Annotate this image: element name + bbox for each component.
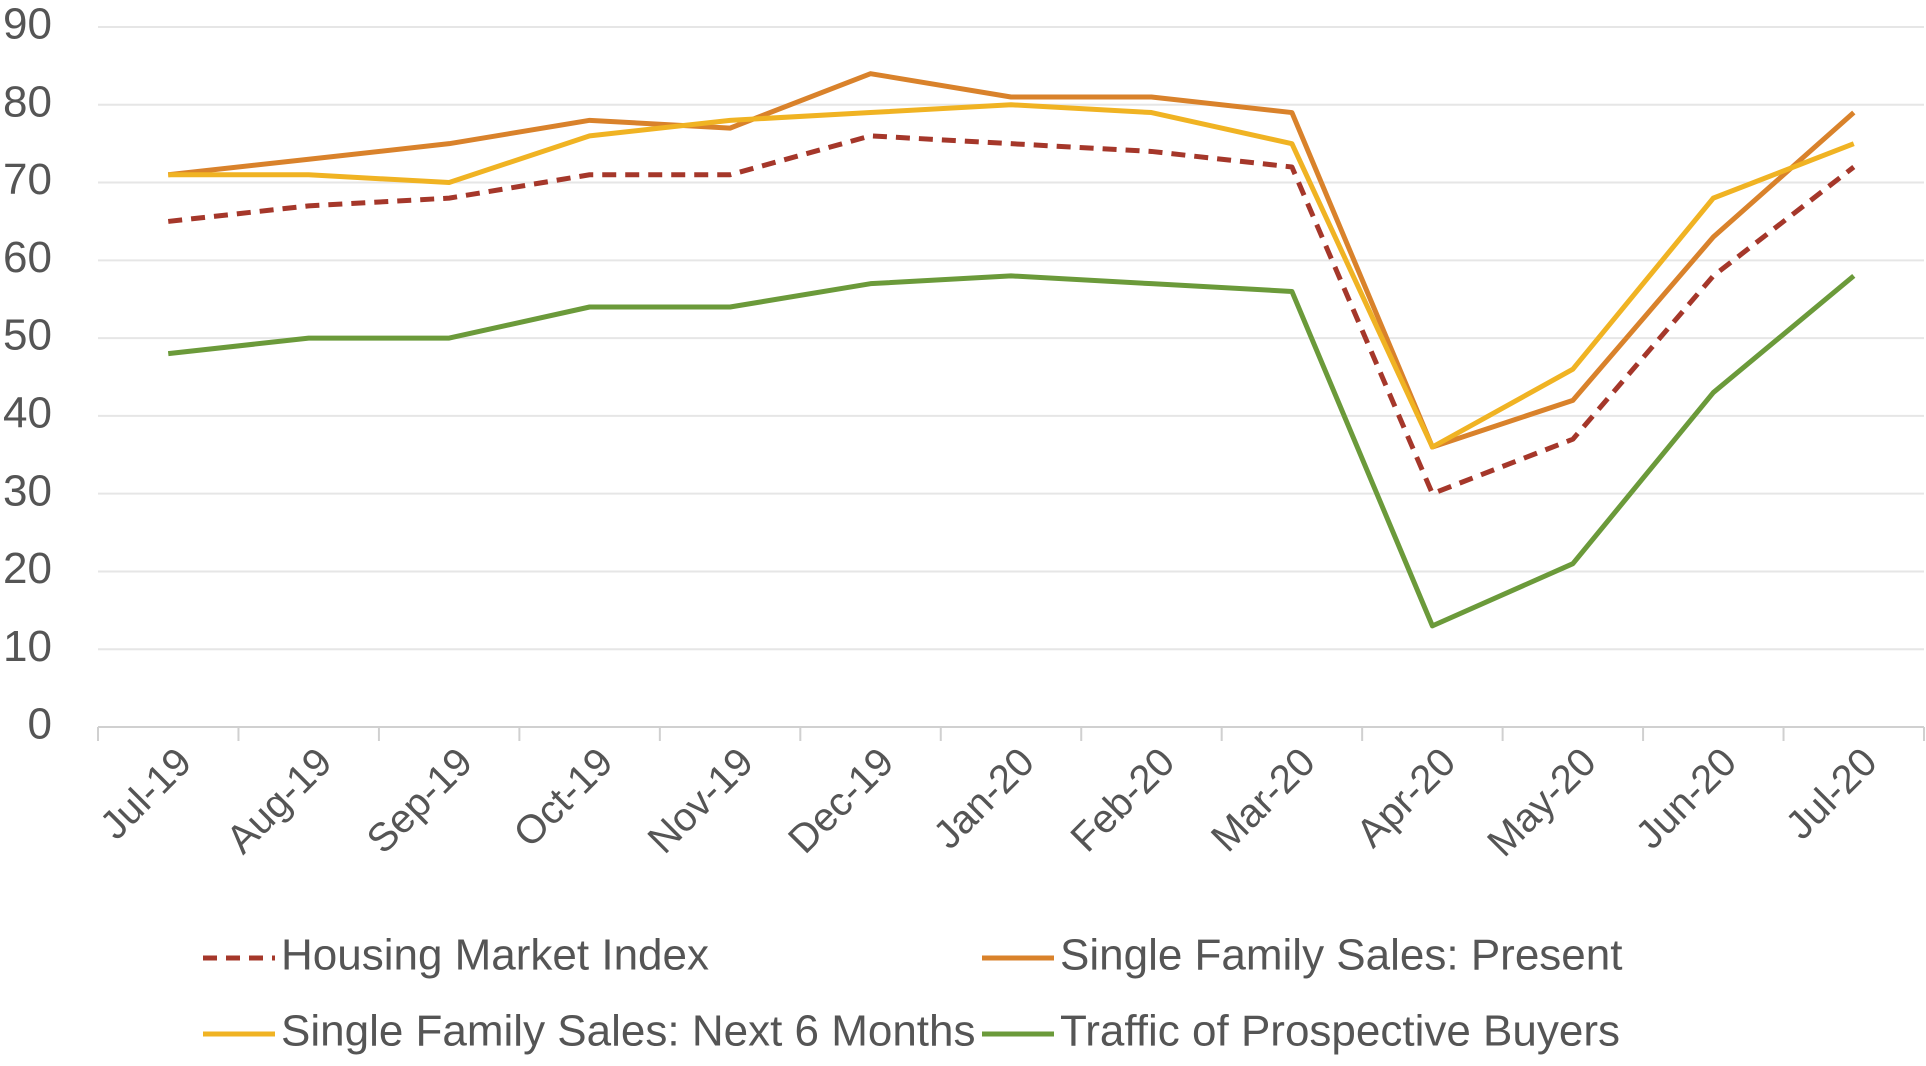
legend-label: Single Family Sales: Next 6 Months [281, 1007, 976, 1056]
x-tick-label: Jan-20 [925, 740, 1043, 858]
y-tick-label: 0 [28, 700, 52, 749]
x-tick-label: Dec-19 [780, 740, 902, 862]
y-tick-label: 90 [3, 0, 52, 49]
legend-label: Housing Market Index [281, 931, 709, 980]
y-tick-label: 60 [3, 233, 52, 282]
y-tick-label: 30 [3, 466, 52, 515]
series-line [167, 133, 1856, 497]
x-tick-label: Jul-19 [92, 740, 200, 848]
y-tick-label: 70 [3, 155, 52, 204]
legend-label: Single Family Sales: Present [1060, 931, 1622, 980]
x-tick-label: Mar-20 [1203, 740, 1324, 861]
x-tick-label: Jul-20 [1777, 740, 1885, 848]
legend-label: Traffic of Prospective Buyers [1060, 1007, 1620, 1056]
x-tick-label: May-20 [1479, 740, 1604, 865]
y-tick-label: 10 [3, 622, 52, 671]
series-line [167, 71, 1856, 450]
y-tick-label: 20 [3, 544, 52, 593]
series-line [167, 273, 1856, 629]
y-tick-label: 40 [3, 389, 52, 438]
y-tick-label: 50 [3, 311, 52, 360]
x-tick-label: Sep-19 [359, 740, 481, 862]
series-line [168, 102, 1855, 450]
x-tick-label: Oct-19 [505, 740, 621, 856]
x-tick-label: Aug-19 [218, 740, 340, 862]
x-tick-label: Feb-20 [1063, 740, 1184, 861]
x-tick-label: Jun-20 [1628, 740, 1746, 858]
x-tick-label: Apr-20 [1348, 740, 1464, 856]
x-tick-label: Nov-19 [640, 740, 762, 862]
y-tick-label: 80 [3, 77, 52, 126]
